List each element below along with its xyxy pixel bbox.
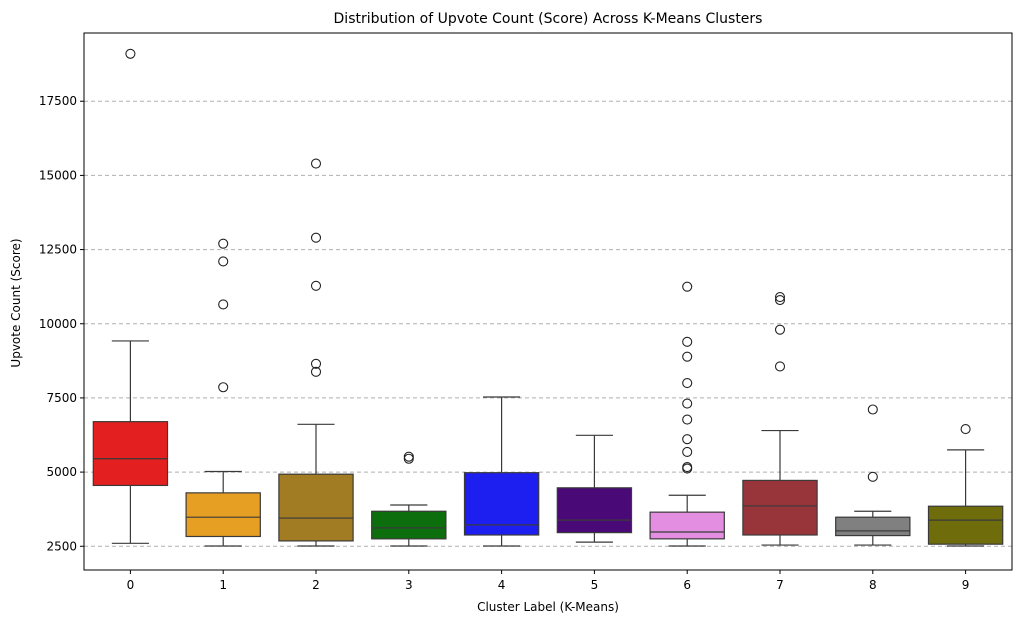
y-tick-label: 2500 <box>46 539 77 553</box>
outlier-point <box>682 378 693 389</box>
outlier-point <box>960 424 971 435</box>
outlier-point <box>403 451 414 462</box>
outlier-point <box>218 256 229 267</box>
outlier-point <box>218 382 229 393</box>
y-tick-label: 7500 <box>46 391 77 405</box>
x-tick-label: 0 <box>127 578 135 592</box>
box-iqr <box>556 487 633 534</box>
box-iqr <box>927 505 1004 545</box>
outlier-point <box>682 446 693 457</box>
outlier-point <box>774 294 786 306</box>
y-tick-label: 5000 <box>46 465 77 479</box>
x-tick-label: 3 <box>405 578 413 592</box>
y-tick-label: 10000 <box>39 317 77 331</box>
box-iqr <box>649 511 725 540</box>
box-cluster-0 <box>92 48 169 544</box>
outlier-point <box>682 281 693 292</box>
outlier-point <box>310 280 322 291</box>
outlier-point <box>682 351 693 362</box>
outlier-point <box>682 414 693 425</box>
outlier-point <box>682 336 693 347</box>
box-cluster-5 <box>556 434 633 543</box>
outlier-point <box>310 158 322 169</box>
y-tick-label: 12500 <box>39 243 77 257</box>
y-axis-label: Upvote Count (Score) <box>9 238 23 367</box>
outlier-point <box>125 48 136 59</box>
outlier-point <box>682 462 693 473</box>
box-iqr <box>463 472 540 536</box>
box-cluster-2 <box>278 158 354 547</box>
outlier-point <box>867 404 878 415</box>
axis-layer: 2500 5000 7500 10000 12500 15000 17500 0 1 2 3 4 5 6 7… <box>39 94 970 592</box>
box-cluster-9 <box>927 424 1004 547</box>
outlier-point <box>218 299 229 310</box>
box-iqr <box>278 473 354 542</box>
outlier-point <box>682 398 693 409</box>
x-tick-label: 5 <box>591 578 599 592</box>
x-tick-label: 4 <box>498 578 506 592</box>
box-iqr <box>371 510 447 540</box>
x-tick-label: 6 <box>683 578 691 592</box>
box-cluster-6 <box>649 281 725 547</box>
box-layer <box>92 48 1004 547</box>
outlier-point <box>774 324 786 335</box>
outlier-point <box>310 358 322 369</box>
box-iqr <box>835 516 911 537</box>
box-cluster-1 <box>185 238 261 547</box>
box-cluster-8 <box>835 404 911 546</box>
outlier-point <box>682 434 693 445</box>
x-tick-label: 9 <box>962 578 970 592</box>
x-tick-label: 1 <box>219 578 227 592</box>
x-tick-label: 8 <box>869 578 877 592</box>
outlier-point <box>403 453 414 464</box>
outlier-point <box>774 361 786 372</box>
box-iqr <box>742 479 818 536</box>
box-cluster-7 <box>742 291 818 546</box>
outlier-point <box>218 238 229 249</box>
y-tick-label: 17500 <box>39 94 77 108</box>
outlier-point <box>310 366 322 377</box>
box-cluster-3 <box>371 451 447 547</box>
outlier-point <box>310 232 322 243</box>
plot-frame <box>83 32 1013 571</box>
box-iqr <box>185 492 261 538</box>
y-tick-label: 15000 <box>39 168 77 182</box>
x-axis-label: Cluster Label (K-Means) <box>477 600 619 614</box>
x-tick-label: 7 <box>776 578 784 592</box>
box-iqr <box>92 421 169 487</box>
outlier-point <box>867 471 878 482</box>
outlier-point <box>774 291 786 303</box>
box-cluster-4 <box>463 396 540 547</box>
chart-title: Distribution of Upvote Count (Score) Acr… <box>334 11 763 27</box>
x-tick-label: 2 <box>312 578 320 592</box>
